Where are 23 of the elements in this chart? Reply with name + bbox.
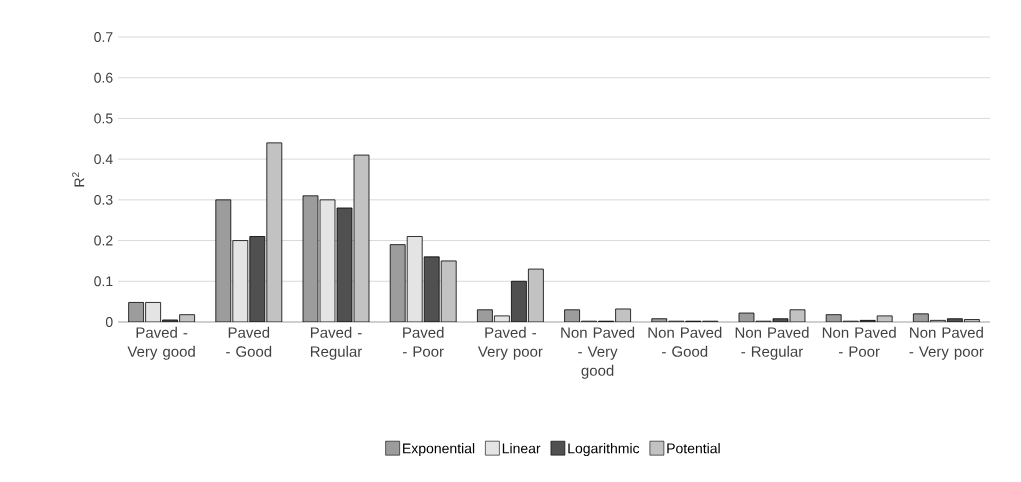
y-tick-label: 0.4	[94, 154, 113, 165]
y-tick-label: 0.5	[94, 113, 113, 124]
x-tick-label: Non Paved - Very poor	[909, 326, 984, 360]
legend-label: Logarithmic	[568, 443, 640, 457]
legend-label: Potential	[667, 443, 720, 454]
y-axis-title: R$^{2}$	[72, 172, 85, 187]
x-tick-label: Non Paved - Very good	[561, 326, 635, 379]
y-tick-label: 0.6	[94, 72, 113, 83]
x-tick-label: Paved - Very poor	[477, 326, 543, 360]
legend-label: Linear	[502, 443, 541, 454]
y-tick-label: 0.1	[94, 276, 113, 287]
y-tick-label: 0.3	[94, 194, 113, 205]
y-tick-label: 0	[105, 317, 113, 327]
legend-label: Exponential	[403, 443, 475, 457]
x-tick-label: Paved - Good	[226, 326, 272, 357]
y-tick-label: 0.7	[94, 32, 113, 42]
x-tick-label: Paved - Poor	[403, 326, 444, 357]
x-tick-label: Non Paved - Poor	[822, 326, 896, 357]
x-tick-label: Paved - Regular	[310, 326, 362, 360]
x-tick-label: Non Paved - Regular	[735, 326, 809, 360]
x-tick-label: Non Paved - Good	[648, 326, 722, 357]
y-tick-label: 0.2	[94, 235, 113, 246]
x-tick-label: Paved - Very good	[127, 326, 195, 360]
